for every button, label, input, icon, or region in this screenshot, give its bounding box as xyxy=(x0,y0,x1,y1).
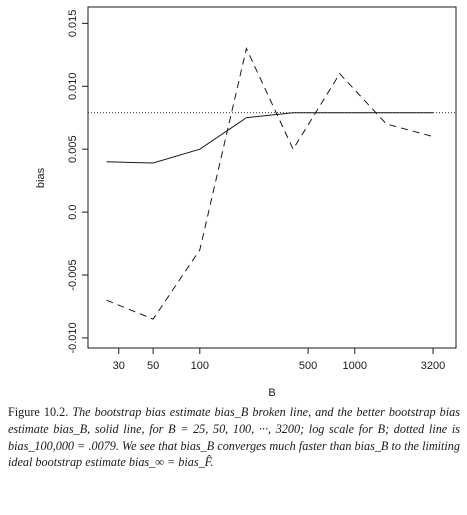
x-tick-label: 100 xyxy=(191,360,209,372)
y-axis: -0.010 -0.005 0.0 0.005 0.010 0.015 xyxy=(67,10,88,354)
x-tick-label: 3200 xyxy=(421,360,445,372)
x-tick-label: 500 xyxy=(299,360,317,372)
y-tick-label: 0.005 xyxy=(67,135,79,163)
x-axis: 30 50 100 500 1000 3200 xyxy=(113,347,445,372)
x-axis-label: B xyxy=(268,387,275,399)
y-tick-label: -0.010 xyxy=(67,322,79,353)
x-tick-label: 30 xyxy=(113,360,125,372)
x-tick-label: 50 xyxy=(147,360,159,372)
y-tick-label: 0.0 xyxy=(67,204,79,219)
series-line-dashed xyxy=(106,46,434,320)
caption-text: The bootstrap bias estimate bias_B broke… xyxy=(8,405,461,470)
series-line-solid xyxy=(106,112,434,164)
x-tick-label: 1000 xyxy=(343,360,367,372)
bias-chart: 30 50 100 500 1000 3200 -0.010 -0.005 0.0 0.005 0… xyxy=(35,6,457,399)
y-tick-label: 0.015 xyxy=(67,10,79,38)
series-layer xyxy=(106,46,434,320)
y-tick-label: -0.005 xyxy=(67,259,79,290)
y-axis-label: bias xyxy=(35,167,47,188)
figure-label: Figure 10.2. xyxy=(8,405,69,419)
figure-caption: Figure 10.2. The bootstrap bias estimate… xyxy=(8,404,460,471)
plot-frame xyxy=(87,6,457,349)
y-tick-label: 0.010 xyxy=(67,73,79,101)
